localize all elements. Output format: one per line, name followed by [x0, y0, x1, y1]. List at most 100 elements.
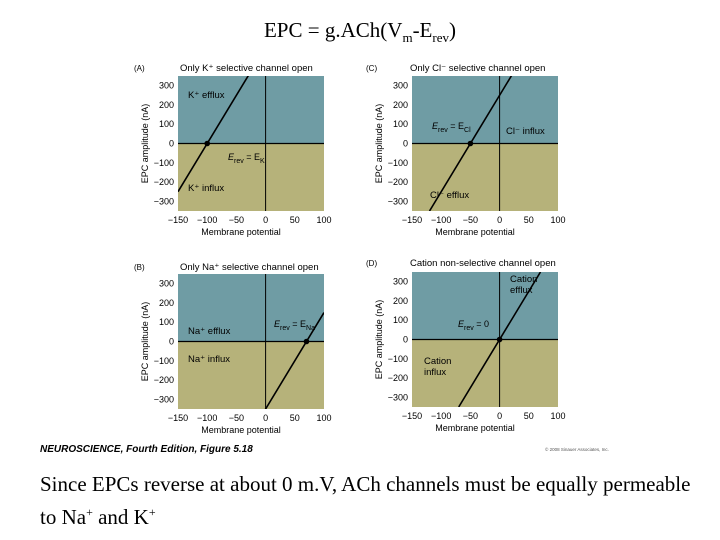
reversal-annotation: Erev = ECl [432, 121, 471, 134]
lower-region [178, 341, 324, 409]
panel-label: (A) [134, 64, 145, 73]
reversal-point [467, 140, 474, 147]
lower-region [178, 143, 324, 211]
y-tick-label: 300 [159, 279, 174, 289]
iv-line [428, 76, 513, 211]
x-axis-label: Membrane potential [201, 227, 281, 237]
x-tick-label: 0 [263, 215, 268, 225]
x-tick-label: 50 [524, 215, 534, 225]
x-axis-label: Membrane potential [435, 423, 515, 433]
y-axis-label: EPC amplitude (nA) [140, 104, 150, 184]
upper-region [178, 274, 324, 342]
slide-caption: Since EPCs reverse at about 0 m.V, ACh c… [40, 470, 700, 531]
y-tick-label: −200 [388, 177, 408, 187]
y-axis-label: EPC amplitude (nA) [374, 300, 384, 380]
y-tick-label: 0 [403, 335, 408, 345]
panel-label: (B) [134, 263, 145, 272]
lower-region-label: Cation [424, 356, 451, 367]
y-tick-label: −200 [154, 177, 174, 187]
figure-credit: NEUROSCIENCE, Fourth Edition, Figure 5.1… [40, 444, 253, 455]
y-tick-label: 300 [393, 277, 408, 287]
y-tick-label: −100 [154, 158, 174, 168]
caption-sup-k: + [148, 505, 156, 519]
y-tick-label: 0 [169, 337, 174, 347]
x-tick-label: −100 [431, 411, 451, 421]
reversal-annotation: Erev = ENa [274, 319, 315, 332]
y-axis-label: EPC amplitude (nA) [140, 302, 150, 382]
y-tick-label: 0 [169, 139, 174, 149]
upper-region-label: Cation [510, 274, 537, 285]
lower-region-label-line2: influx [424, 367, 446, 378]
x-tick-label: −50 [229, 215, 244, 225]
x-tick-label: 0 [497, 215, 502, 225]
panel-title: Only K⁺ selective channel open [180, 63, 313, 74]
caption-text-2: and K [92, 505, 149, 529]
x-tick-label: 50 [290, 215, 300, 225]
reversal-point [496, 336, 503, 343]
reversal-point [204, 140, 210, 147]
y-tick-label: 100 [393, 119, 408, 129]
panel-d [412, 272, 558, 407]
y-tick-label: 200 [393, 100, 408, 110]
y-tick-label: 100 [159, 317, 174, 327]
x-tick-label: −150 [168, 413, 188, 423]
y-tick-label: −100 [388, 354, 408, 364]
title-subscript-rev: rev [432, 30, 449, 46]
x-tick-label: 50 [524, 411, 534, 421]
lower-region [412, 339, 558, 407]
y-tick-label: −200 [388, 373, 408, 383]
x-axis-label: Membrane potential [201, 425, 281, 435]
upper-region [412, 76, 558, 144]
y-tick-label: 100 [393, 315, 408, 325]
x-tick-label: 100 [316, 413, 331, 423]
x-tick-label: 50 [290, 413, 300, 423]
x-tick-label: 0 [263, 413, 268, 423]
x-tick-label: −100 [431, 215, 451, 225]
copyright-notice: © 2008 Sinauer Associates, Inc. [545, 447, 609, 452]
x-axis-label: Membrane potential [435, 227, 515, 237]
upper-region [178, 76, 324, 144]
panel-c [412, 76, 558, 211]
reversal-annotation: Erev = 0 [458, 319, 489, 332]
title-text: EPC = g.ACh(V [263, 18, 403, 42]
x-tick-label: −50 [463, 215, 478, 225]
y-tick-label: 300 [393, 81, 408, 91]
reversal-annotation: Erev = EK [228, 152, 265, 165]
upper-region-label: Cl⁻ influx [506, 126, 545, 137]
y-tick-label: −300 [388, 196, 408, 206]
x-tick-label: 0 [497, 411, 502, 421]
panel-label: (C) [366, 64, 377, 73]
y-tick-label: −100 [388, 158, 408, 168]
x-tick-label: −100 [197, 413, 217, 423]
caption-text: Since EPCs reverse at about 0 m.V, ACh c… [40, 472, 691, 529]
panel-a [178, 76, 324, 211]
x-tick-label: −50 [463, 411, 478, 421]
caption-sup-na: + [86, 505, 93, 519]
x-tick-label: 100 [316, 215, 331, 225]
y-tick-label: 0 [403, 139, 408, 149]
x-tick-label: −150 [402, 411, 422, 421]
y-tick-label: 300 [159, 81, 174, 91]
panel-label: (D) [366, 259, 377, 268]
title-text-mid: -E [412, 18, 433, 42]
lower-region-label: K⁺ influx [188, 183, 224, 194]
iv-line [178, 76, 250, 193]
x-tick-label: 100 [550, 411, 565, 421]
upper-region-label: Na⁺ efflux [188, 326, 231, 337]
y-tick-label: −300 [154, 196, 174, 206]
upper-region-label: K⁺ efflux [188, 90, 225, 101]
iv-line [264, 312, 324, 409]
panel-b [178, 274, 324, 409]
y-tick-label: 200 [159, 298, 174, 308]
y-tick-label: −200 [154, 375, 174, 385]
reversal-point [303, 338, 310, 345]
y-axis-label: EPC amplitude (nA) [374, 104, 384, 184]
slide-title: EPC = g.ACh(Vm-Erev) [0, 18, 720, 46]
lower-region-label: Cl⁻ efflux [430, 190, 469, 201]
x-tick-label: −50 [229, 413, 244, 423]
y-tick-label: −100 [154, 356, 174, 366]
y-tick-label: 200 [159, 100, 174, 110]
panel-title: Only Na⁺ selective channel open [180, 262, 319, 273]
y-tick-label: 200 [393, 296, 408, 306]
